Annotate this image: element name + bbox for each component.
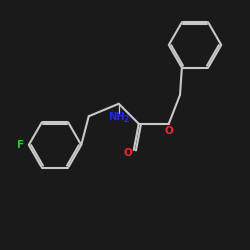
Text: O: O <box>164 126 173 136</box>
Text: NH: NH <box>108 112 125 122</box>
Text: 2: 2 <box>123 115 128 124</box>
Text: O: O <box>123 148 132 158</box>
Text: F: F <box>17 140 24 150</box>
